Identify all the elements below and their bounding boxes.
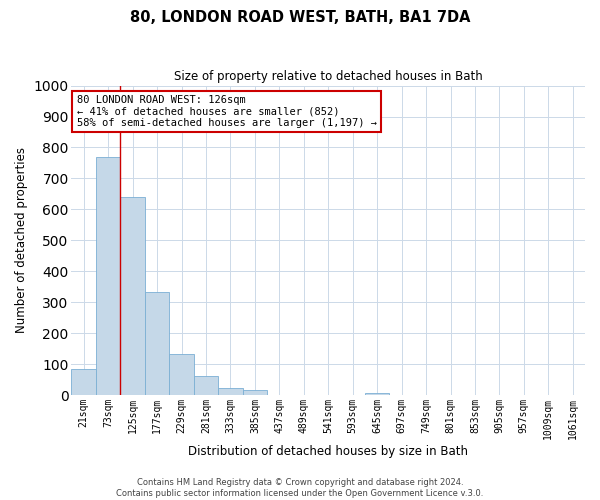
Y-axis label: Number of detached properties: Number of detached properties xyxy=(15,148,28,334)
Bar xyxy=(194,376,218,395)
Text: 80, LONDON ROAD WEST, BATH, BA1 7DA: 80, LONDON ROAD WEST, BATH, BA1 7DA xyxy=(130,10,470,25)
Text: 80 LONDON ROAD WEST: 126sqm
← 41% of detached houses are smaller (852)
58% of se: 80 LONDON ROAD WEST: 126sqm ← 41% of det… xyxy=(77,95,377,128)
Bar xyxy=(71,368,96,395)
X-axis label: Distribution of detached houses by size in Bath: Distribution of detached houses by size … xyxy=(188,444,468,458)
Bar xyxy=(365,392,389,395)
Bar xyxy=(169,354,194,395)
Bar xyxy=(96,156,121,395)
Bar xyxy=(145,292,169,395)
Title: Size of property relative to detached houses in Bath: Size of property relative to detached ho… xyxy=(174,70,482,83)
Bar xyxy=(242,390,267,395)
Bar xyxy=(121,197,145,395)
Bar xyxy=(218,388,242,395)
Text: Contains HM Land Registry data © Crown copyright and database right 2024.
Contai: Contains HM Land Registry data © Crown c… xyxy=(116,478,484,498)
